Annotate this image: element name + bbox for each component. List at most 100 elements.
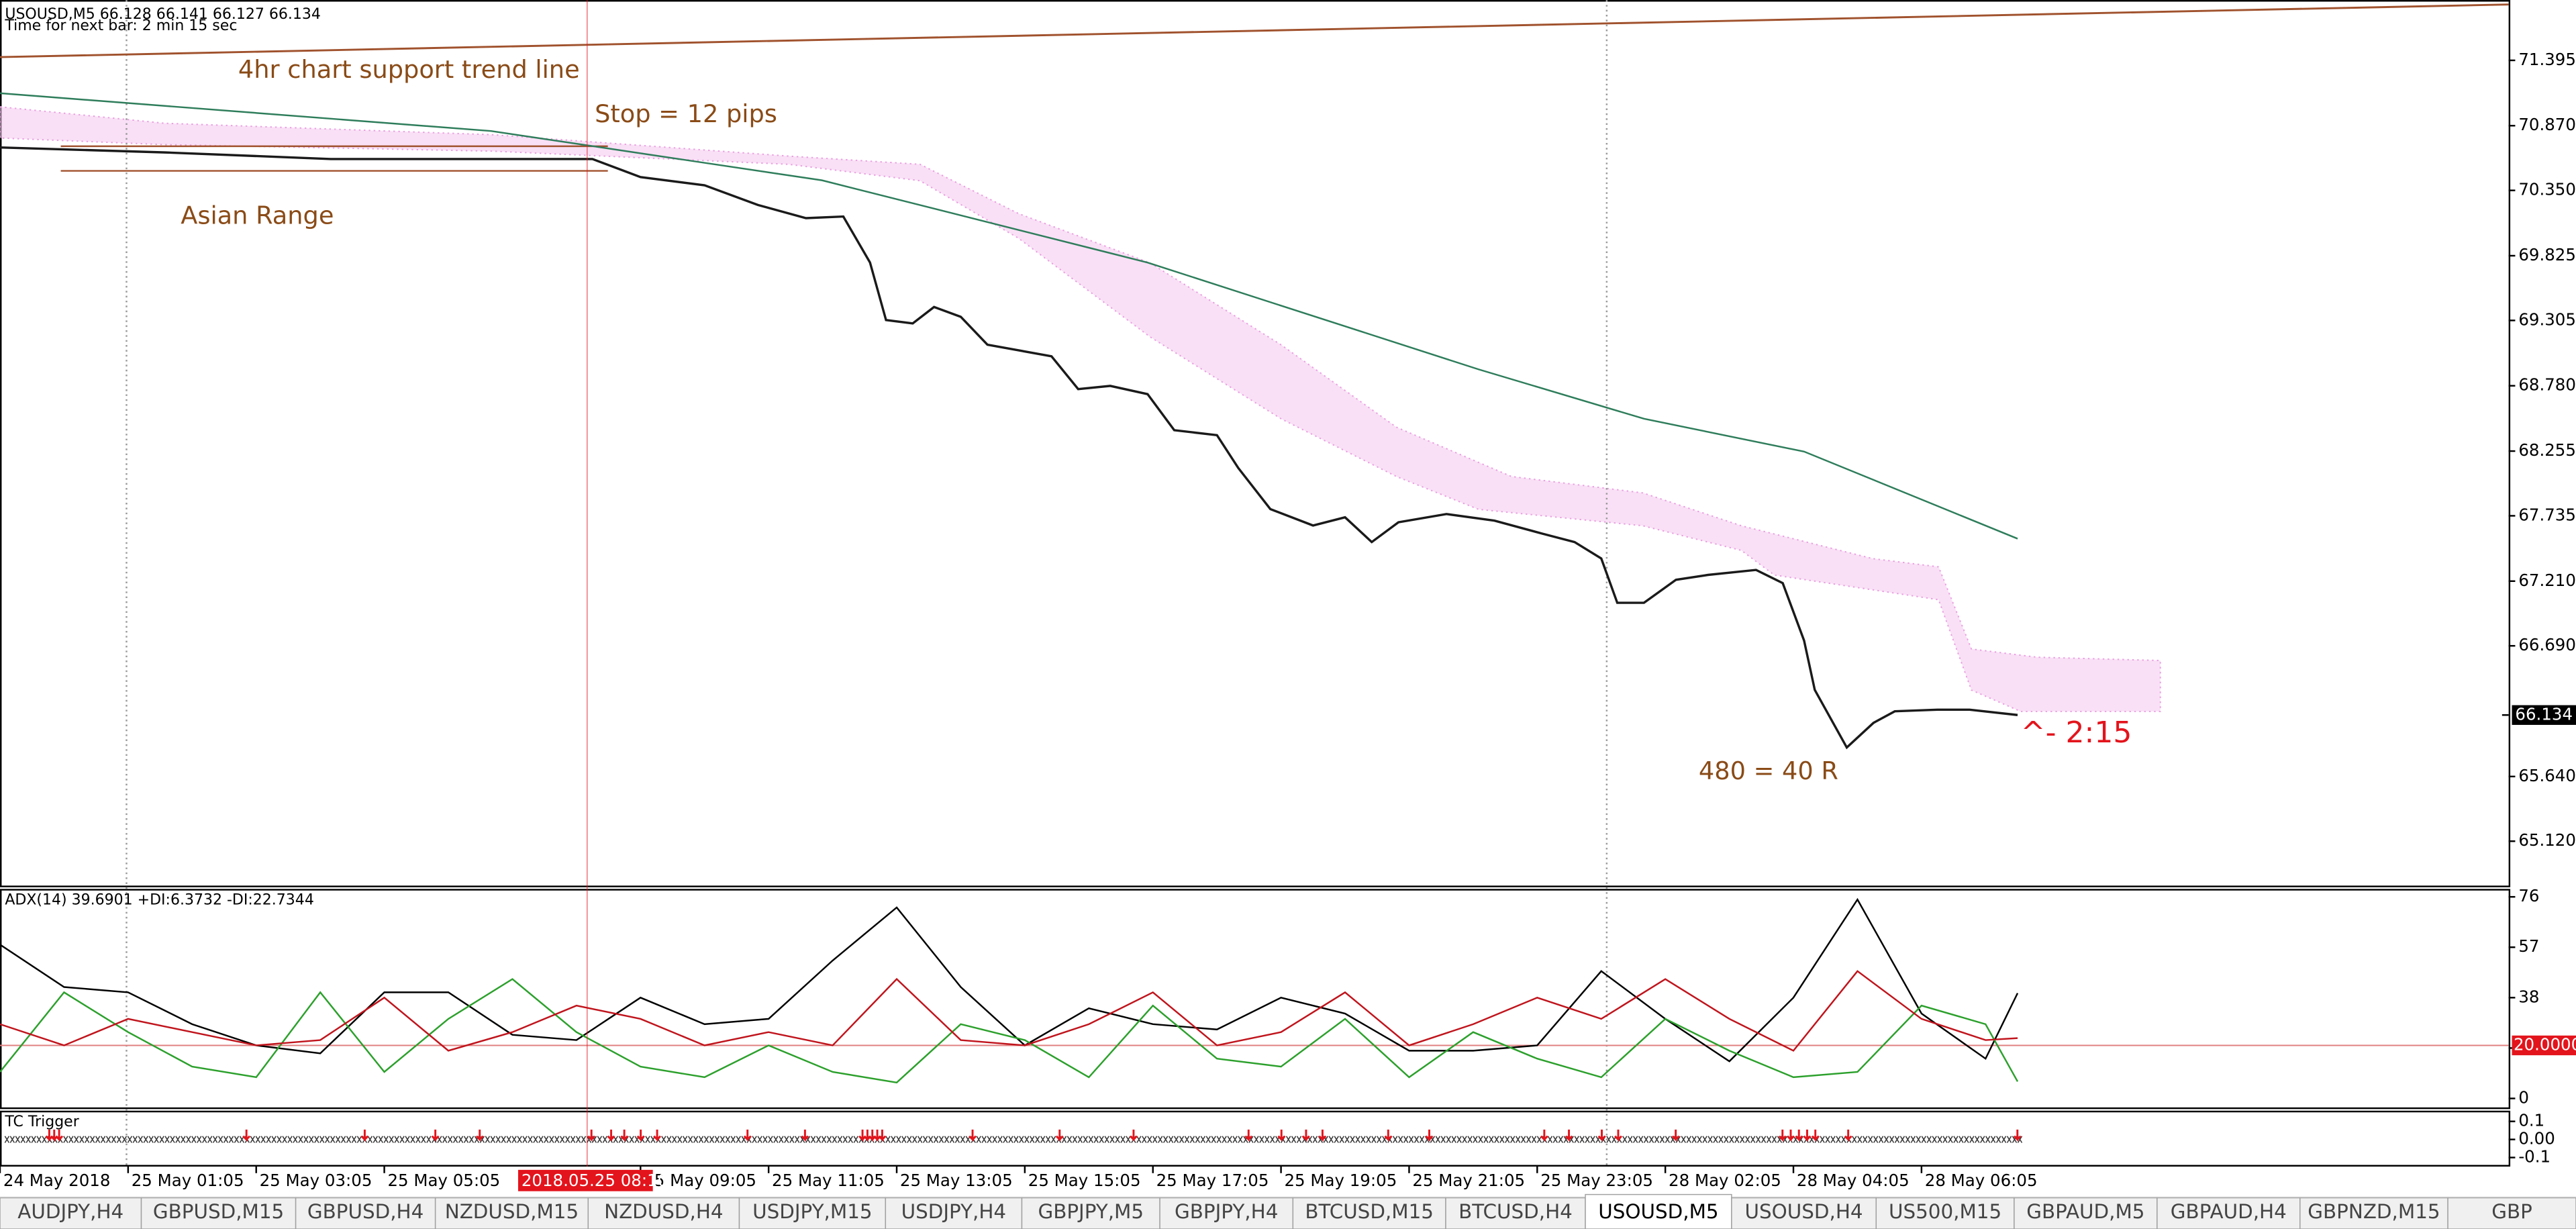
tc-arrow (969, 1129, 977, 1142)
adx-title: ADX(14) 39.6901 +DI:6.3732 -DI:22.7344 (5, 891, 314, 908)
x-tick-label: 25 May 15:05 (1028, 1171, 1141, 1190)
tab-label: US500,M15 (1889, 1200, 2001, 1223)
current-price-label: 66.134 (2515, 704, 2573, 724)
tab[interactable]: USDJPY,M15 (738, 1197, 887, 1229)
tc-arrow (1844, 1129, 1852, 1142)
tc-arrow (587, 1129, 596, 1142)
tab[interactable]: BTCUSD,M15 (1292, 1197, 1446, 1229)
tab-label: GBPNZD,M15 (2308, 1200, 2440, 1223)
tab-label: GBPAUD,M5 (2026, 1200, 2144, 1223)
tab-label: GBPUSD,M15 (153, 1200, 284, 1223)
tc-arrow (475, 1129, 484, 1142)
ichimoku-cloud (0, 106, 2161, 712)
main-panel-frame (0, 0, 2511, 887)
tab-background (1585, 1193, 1732, 1229)
y-tick-label: 0 (2518, 1087, 2529, 1107)
tc-arrow (242, 1129, 251, 1142)
tc-arrow (1811, 1129, 1820, 1142)
y-tick-label: 67.735 (2518, 505, 2576, 524)
tab-label: NZDUSD,M15 (445, 1200, 579, 1223)
tc-arrow (1671, 1129, 1680, 1142)
tab-label: USOUSD,H4 (1745, 1200, 1863, 1223)
tab-label: GBPJPY,H4 (1175, 1200, 1278, 1223)
tab[interactable]: AUDJPY,H4 (0, 1197, 142, 1229)
y-tick-label: 66.690 (2518, 635, 2576, 654)
tc-arrow (1778, 1129, 1787, 1142)
x-tick-label: 25 May 17:05 (1156, 1171, 1269, 1190)
y-tick-label: 65.640 (2518, 766, 2576, 785)
x-tick-label: 25 May 21:05 (1412, 1171, 1525, 1190)
y-tick-label: 67.210 (2518, 571, 2576, 590)
tab-background (2157, 1197, 2301, 1229)
x-tick-label: 25 May 09:05 (644, 1171, 756, 1190)
level-label: 20.0000 (2514, 1034, 2576, 1054)
chart-annotation: Stop = 12 pips (595, 99, 777, 128)
y-tick-label: 0.00 (2518, 1129, 2555, 1148)
tab-background (885, 1197, 1023, 1229)
x-tick-label: 24 May 2018 (3, 1171, 111, 1190)
tab-label: AUDJPY,H4 (17, 1200, 123, 1223)
tab-background (1292, 1197, 1446, 1229)
tab[interactable]: GBPAUD,H4 (2157, 1197, 2301, 1229)
tc-arrow (360, 1129, 369, 1142)
tab-background (2447, 1197, 2576, 1229)
tab[interactable]: NZDUSD,H4 (587, 1197, 740, 1229)
x-tick-label: 25 May 13:05 (900, 1171, 1013, 1190)
tab-label: GBPUSD,H4 (307, 1200, 424, 1223)
tc-arrow (1384, 1129, 1393, 1142)
symbol-info: USOUSD,M5 66.128 66.141 66.127 66.134 (5, 6, 321, 23)
tab-background (1159, 1197, 1294, 1229)
x-tick-label: 28 May 02:05 (1669, 1171, 1781, 1190)
chart-annotation: Asian Range (181, 201, 334, 230)
x-tick-label: 25 May 19:05 (1284, 1171, 1397, 1190)
tab[interactable]: GBPAUD,M5 (2014, 1197, 2158, 1229)
tab-background (587, 1197, 740, 1229)
adx-line (0, 970, 2018, 1052)
adx-line (0, 978, 2019, 1084)
tab[interactable]: GBPUSD,M15 (140, 1197, 297, 1229)
tc-arrow (2013, 1129, 2022, 1142)
y-tick-label: 69.825 (2518, 245, 2576, 264)
bar-timer: Time for next bar: 2 min 15 sec (4, 17, 237, 34)
tc-arrow (620, 1129, 629, 1142)
tab-background (1875, 1197, 2015, 1229)
tc-arrow (878, 1129, 887, 1142)
x-tick-label: 25 May 01:05 (132, 1171, 244, 1190)
x-tick-label: 25 May 05:05 (387, 1171, 500, 1190)
tc-arrow (1301, 1129, 1310, 1142)
tab-label: NZDUSD,H4 (604, 1200, 724, 1223)
tc-arrow (1244, 1129, 1253, 1142)
tab-label: GBPAUD,H4 (2171, 1200, 2287, 1223)
tab[interactable]: USOUSD,M5 (1585, 1193, 1732, 1229)
trend-line (0, 3, 2509, 58)
x-tick-label: 28 May 04:05 (1797, 1171, 1910, 1190)
tc-arrow (55, 1129, 64, 1142)
tab[interactable]: USDJPY,H4 (885, 1197, 1023, 1229)
tab[interactable]: GBPJPY,H4 (1159, 1197, 1294, 1229)
tc-arrow (1055, 1129, 1064, 1142)
cursor-box (517, 1169, 653, 1191)
tab[interactable]: GBPJPY,M5 (1021, 1197, 1160, 1229)
tab[interactable]: GBPNZD,M15 (2299, 1197, 2448, 1229)
tc-arrow (431, 1129, 440, 1142)
tab[interactable]: NZDUSD,M15 (434, 1197, 589, 1229)
tc-arrow (1614, 1129, 1622, 1142)
tc-arrow (1803, 1129, 1812, 1142)
tab-background (1445, 1197, 1586, 1229)
tab-background (0, 1197, 142, 1229)
y-tick-label: 70.350 (2518, 180, 2576, 199)
tab[interactable]: USOUSD,H4 (1731, 1197, 1877, 1229)
tc-arrow (743, 1129, 752, 1142)
tab[interactable]: GBPUSD,H4 (295, 1197, 436, 1229)
tab[interactable]: US500,M15 (1875, 1197, 2015, 1229)
tc-arrow (1425, 1129, 1434, 1142)
tc-arrow (1787, 1129, 1795, 1142)
y-tick-label: -0.1 (2518, 1147, 2550, 1167)
y-tick-label: 69.305 (2518, 309, 2576, 329)
tab[interactable]: BTCUSD,H4 (1445, 1197, 1586, 1229)
tc-title: TC Trigger (4, 1114, 79, 1130)
tab-label: BTCUSD,M15 (1305, 1200, 1434, 1223)
tab[interactable]: GBP (2447, 1197, 2576, 1229)
